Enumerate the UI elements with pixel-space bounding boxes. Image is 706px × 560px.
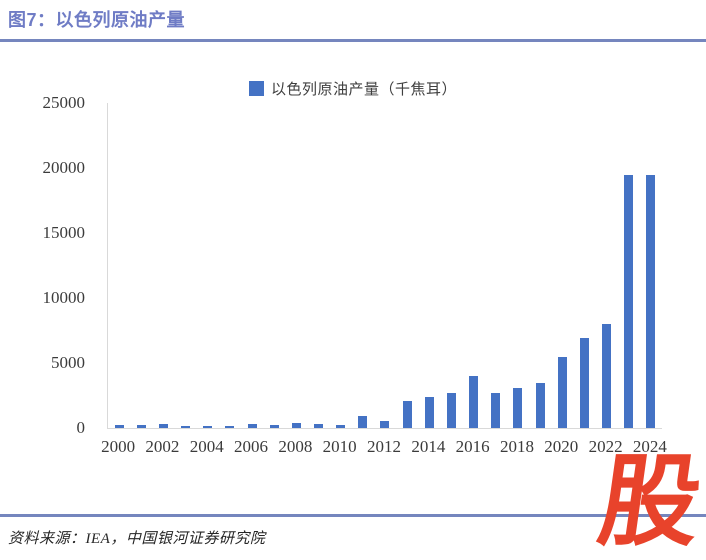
y-tick-label-25000: 25000 [42, 93, 86, 112]
plot-area [107, 103, 662, 429]
x-tick-label-2000: 2000 [101, 437, 136, 456]
bar-2003 [181, 426, 191, 428]
y-axis: 25000 20000 15000 10000 5000 0 [0, 93, 86, 437]
y-tick-label-15000: 15000 [42, 223, 86, 242]
source-text: 资料来源：IEA，中国银河证券研究院 [8, 531, 266, 547]
x-axis: 2000 2002 2004 2006 2008 2010 2012 2014 2016 2018… [101, 437, 667, 461]
chart-legend: 以色列原油产量（千焦耳） [0, 78, 706, 99]
y-tick-label-10000: 10000 [42, 288, 86, 307]
bar-2002 [158, 424, 168, 428]
bar-2006 [247, 423, 257, 428]
y-tick-label-5000: 5000 [51, 353, 85, 372]
bar-2001 [136, 425, 146, 428]
x-tick-label-2020: 2020 [544, 437, 579, 456]
brand-logo: 股 [591, 443, 706, 560]
legend-swatch-icon [248, 81, 264, 96]
title-underline [0, 39, 706, 42]
x-tick-label-2002: 2002 [145, 437, 180, 456]
bar-2019 [535, 382, 545, 428]
x-tick-label-2014: 2014 [411, 437, 446, 456]
footer-rule [0, 514, 706, 517]
bar-2004 [203, 426, 213, 428]
bar-2000 [114, 425, 124, 428]
x-tick-label-2004: 2004 [189, 437, 224, 456]
bar-2014 [424, 396, 434, 428]
bar-2020 [557, 356, 567, 428]
x-tick-label-2018: 2018 [499, 437, 534, 456]
bar-2016 [469, 376, 479, 428]
x-tick-label-2006: 2006 [234, 437, 269, 456]
bar-2012 [380, 420, 390, 428]
bar-2007 [269, 425, 279, 428]
bar-2023 [624, 174, 634, 428]
bar-2024 [646, 174, 656, 428]
bar-2011 [358, 416, 368, 428]
bar-2008 [291, 423, 301, 428]
bar-2013 [402, 400, 412, 428]
legend-label: 以色列原油产量（千焦耳） [270, 82, 457, 98]
bar-2005 [225, 426, 235, 428]
bar-2009 [313, 423, 323, 428]
bar-2018 [513, 387, 523, 428]
x-tick-label-2024: 2024 [632, 437, 667, 456]
bar-2015 [446, 392, 456, 428]
x-tick-label-2012: 2012 [367, 437, 401, 456]
y-tick-label-20000: 20000 [42, 158, 86, 177]
x-tick-label-2022: 2022 [588, 437, 623, 456]
bar-2022 [602, 324, 612, 428]
x-tick-label-2016: 2016 [455, 437, 490, 456]
figure-title: 图7：以色列原油产量 [8, 10, 186, 30]
bar-2017 [491, 392, 501, 428]
bar-2021 [579, 338, 589, 428]
x-tick-label-2008: 2008 [278, 437, 313, 456]
y-tick-label-0: 0 [76, 418, 86, 437]
x-tick-label-2010: 2010 [322, 437, 357, 456]
bar-2010 [336, 425, 346, 428]
